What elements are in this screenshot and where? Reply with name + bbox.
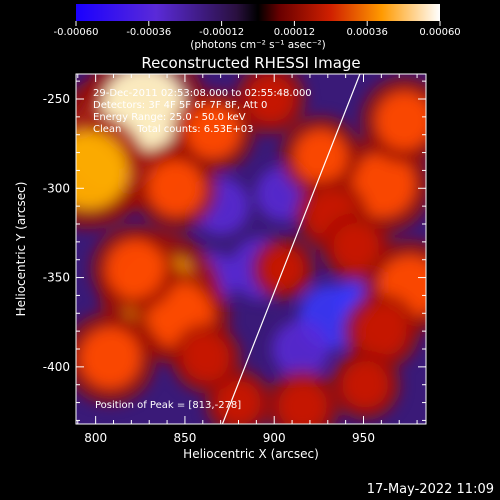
- emission-feature: [341, 361, 389, 409]
- solar-limb-line: [221, 74, 361, 424]
- y-tick-label: -250: [43, 92, 70, 106]
- emission-feature: [350, 152, 416, 218]
- x-axis-label: Heliocentric X (arcsec): [183, 447, 319, 461]
- chart-title: Reconstructed RHESSI Image: [141, 54, 360, 72]
- negative-feature: [272, 320, 330, 378]
- y-tick-label: -350: [43, 271, 70, 285]
- emission-feature: [355, 305, 407, 357]
- image-panel: [76, 74, 426, 424]
- x-tick-label: 850: [173, 431, 196, 445]
- emission-layer: [76, 74, 426, 424]
- emission-feature: [183, 334, 230, 382]
- emission-feature: [76, 131, 128, 210]
- peak-position-label: Position of Peak = [813,-278]: [95, 400, 241, 411]
- colorbar-tick-label: 0.00036: [347, 27, 388, 38]
- emission-feature: [375, 91, 426, 150]
- emission-feature: [105, 239, 164, 298]
- colorbar-tick-label: 0.00060: [419, 27, 460, 38]
- footer-timestamp: 17-May-2022 11:09: [367, 482, 494, 497]
- colorbar: [76, 4, 440, 21]
- emission-feature: [278, 381, 328, 424]
- colorbar-units: (photons cm⁻² s⁻¹ asec⁻²): [190, 39, 325, 51]
- emission-feature: [247, 75, 294, 123]
- emission-feature: [79, 327, 141, 389]
- annotation-detectors: Detectors: 3F 4F 5F 6F 7F 8F, Att 0: [93, 100, 267, 111]
- colorbar-tick-label: -0.00012: [199, 27, 244, 38]
- emission-feature: [186, 103, 241, 159]
- annotation-energy: Energy Range: 25.0 - 50.0 keV: [93, 112, 246, 123]
- colorbar-tick-label: -0.00060: [54, 27, 99, 38]
- x-tick-label: 950: [352, 431, 375, 445]
- y-axis: -250 -300 -350 -400: [43, 80, 426, 421]
- colorbar-tick-label: 0.00012: [274, 27, 315, 38]
- x-tick-label: 900: [263, 431, 286, 445]
- y-tick-label: -400: [43, 360, 70, 374]
- y-tick-label: -300: [43, 181, 70, 195]
- x-axis: 800 850 900 950: [77, 74, 418, 445]
- colorbar-ticks: -0.00060 -0.00036 -0.00012 0.00012 0.00036 0.…: [54, 21, 461, 38]
- colorbar-tick-label: -0.00036: [126, 27, 171, 38]
- emission-feature: [148, 160, 204, 217]
- x-tick-label: 800: [84, 431, 107, 445]
- emission-feature: [216, 380, 261, 424]
- emission-feature: [293, 129, 348, 183]
- annotation-counts: Clean Total counts: 6.53E+03: [93, 124, 253, 135]
- info-annotations: 29-Dec-2011 02:53:08.000 to 02:55:48.000…: [93, 88, 312, 135]
- emission-feature: [333, 223, 380, 271]
- annotation-time: 29-Dec-2011 02:53:08.000 to 02:55:48.000: [93, 88, 312, 99]
- plot-frame: [75, 73, 427, 425]
- y-axis-label: Heliocentric Y (arcsec): [14, 182, 28, 317]
